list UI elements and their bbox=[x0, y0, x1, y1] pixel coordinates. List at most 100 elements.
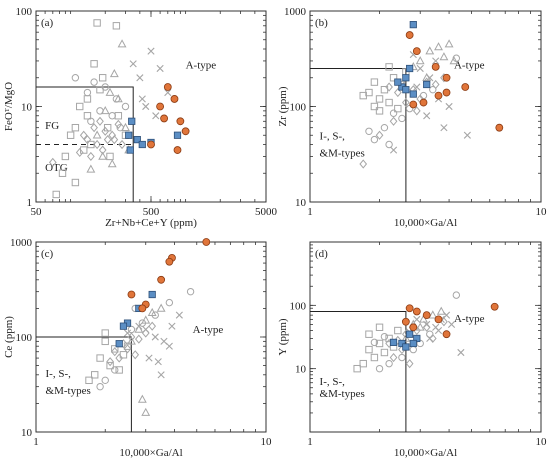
data-point bbox=[370, 353, 379, 362]
series-square-open bbox=[353, 323, 402, 373]
data-point bbox=[202, 238, 211, 246]
data-point bbox=[440, 124, 448, 132]
data-point bbox=[123, 344, 132, 354]
data-point bbox=[116, 123, 124, 132]
data-point bbox=[138, 140, 146, 149]
data-point bbox=[461, 83, 470, 91]
panel-label: (d) bbox=[315, 248, 328, 260]
data-point bbox=[151, 311, 159, 319]
data-point bbox=[412, 106, 421, 116]
data-point bbox=[119, 322, 128, 330]
x-tick-label: 1 bbox=[33, 436, 39, 448]
data-point bbox=[157, 371, 165, 379]
y-tick-label: 10 bbox=[295, 364, 307, 376]
data-point bbox=[426, 330, 434, 338]
data-point bbox=[90, 123, 98, 133]
series-circle-open bbox=[96, 287, 195, 391]
data-point bbox=[165, 298, 174, 307]
data-point bbox=[375, 339, 384, 348]
data-point bbox=[71, 123, 80, 132]
data-point bbox=[389, 74, 398, 82]
region-label: I-, S-, bbox=[320, 131, 346, 143]
data-point bbox=[111, 345, 119, 353]
boundary-line bbox=[310, 311, 407, 432]
series-triangle-open bbox=[127, 303, 166, 416]
data-point bbox=[375, 364, 384, 373]
data-point bbox=[428, 310, 438, 319]
data-point bbox=[138, 319, 147, 327]
data-point bbox=[142, 325, 150, 334]
data-point bbox=[406, 330, 414, 338]
data-point bbox=[79, 130, 88, 140]
region-label: &M-types bbox=[46, 385, 91, 397]
data-point bbox=[375, 107, 384, 115]
data-point bbox=[452, 54, 461, 62]
data-point bbox=[96, 382, 104, 391]
data-point bbox=[434, 42, 443, 51]
data-point bbox=[131, 350, 140, 360]
data-point bbox=[415, 56, 425, 65]
data-point bbox=[101, 337, 109, 346]
data-point bbox=[108, 112, 116, 120]
data-point bbox=[109, 68, 119, 78]
region-label: A-type bbox=[193, 324, 224, 336]
data-point bbox=[108, 130, 117, 140]
data-point bbox=[401, 333, 411, 342]
y-axis-label: Zr (ppm) bbox=[277, 86, 289, 126]
data-point bbox=[385, 334, 393, 343]
data-point bbox=[186, 287, 195, 296]
data-point bbox=[142, 102, 150, 111]
series-cross bbox=[123, 311, 183, 379]
data-point bbox=[83, 135, 92, 145]
region-label: &M-types bbox=[320, 147, 365, 159]
data-point bbox=[370, 102, 379, 111]
region-label: &M-types bbox=[320, 388, 365, 400]
data-point bbox=[58, 169, 67, 177]
data-point bbox=[444, 39, 454, 48]
data-point bbox=[105, 87, 115, 96]
data-point bbox=[86, 164, 96, 173]
series-circle-orange bbox=[127, 238, 211, 313]
panel-label: (c) bbox=[41, 248, 54, 260]
data-point bbox=[96, 354, 104, 362]
data-point bbox=[175, 311, 183, 319]
y-tick-label: 10 bbox=[21, 102, 33, 114]
data-point bbox=[432, 57, 440, 65]
data-point bbox=[365, 330, 373, 338]
data-point bbox=[434, 91, 443, 100]
series-square-blue bbox=[125, 117, 182, 154]
data-point bbox=[442, 88, 451, 97]
data-point bbox=[442, 311, 451, 319]
data-point bbox=[423, 80, 431, 89]
data-point bbox=[98, 151, 108, 160]
data-point bbox=[380, 123, 389, 132]
region-label: FG bbox=[45, 120, 59, 132]
data-point bbox=[365, 345, 373, 354]
y-axis-label: Y (ppm) bbox=[277, 318, 289, 356]
data-point bbox=[442, 330, 451, 339]
data-point bbox=[380, 332, 389, 341]
data-point bbox=[447, 320, 456, 328]
data-point bbox=[87, 117, 95, 125]
data-point bbox=[415, 322, 425, 331]
data-point bbox=[409, 90, 417, 98]
data-point bbox=[452, 291, 461, 299]
data-point bbox=[416, 64, 424, 73]
data-point bbox=[385, 98, 393, 107]
data-point bbox=[402, 343, 410, 351]
data-point bbox=[409, 21, 417, 29]
data-point bbox=[406, 64, 414, 73]
data-point bbox=[380, 348, 389, 357]
y-tick-label: 100 bbox=[290, 300, 307, 312]
data-point bbox=[394, 104, 402, 113]
data-point bbox=[365, 127, 373, 135]
data-point bbox=[121, 102, 130, 111]
panel-label: (b) bbox=[315, 17, 328, 29]
data-point bbox=[106, 361, 114, 370]
data-point bbox=[92, 130, 102, 139]
data-point bbox=[389, 116, 398, 126]
series-square-open bbox=[85, 329, 132, 385]
data-point bbox=[129, 60, 137, 68]
data-point bbox=[133, 136, 141, 144]
data-point bbox=[413, 83, 421, 91]
